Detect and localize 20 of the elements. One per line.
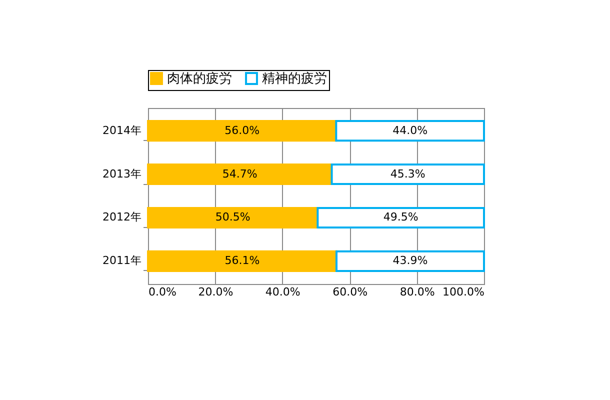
y-tick-label: 2012年: [102, 210, 142, 224]
x-tick-label: 60.0%: [332, 286, 368, 298]
data-label: 54.7%: [222, 167, 258, 180]
data-label: 56.1%: [224, 254, 260, 268]
y-tick-label: 2013年: [102, 167, 142, 180]
y-tick-label: 2014年: [102, 124, 142, 137]
legend-label: 精神的疲労: [262, 72, 327, 87]
data-label: 44.0%: [392, 124, 428, 137]
data-label: 43.9%: [392, 254, 428, 268]
data-label: 56.0%: [224, 124, 260, 137]
y-tick-label: 2011年: [102, 254, 142, 268]
x-tick-label: 0.0%: [148, 286, 176, 298]
x-tick-label: 80.0%: [400, 286, 435, 298]
x-tick-label: 100.0%: [442, 286, 484, 298]
x-tick-label: 40.0%: [265, 286, 300, 298]
data-label: 45.3%: [390, 167, 426, 180]
legend-label: 肉体的疲労: [167, 72, 232, 87]
data-label: 50.5%: [215, 210, 250, 224]
data-label: 49.5%: [383, 210, 418, 224]
x-tick-label: 20.0%: [198, 286, 234, 298]
